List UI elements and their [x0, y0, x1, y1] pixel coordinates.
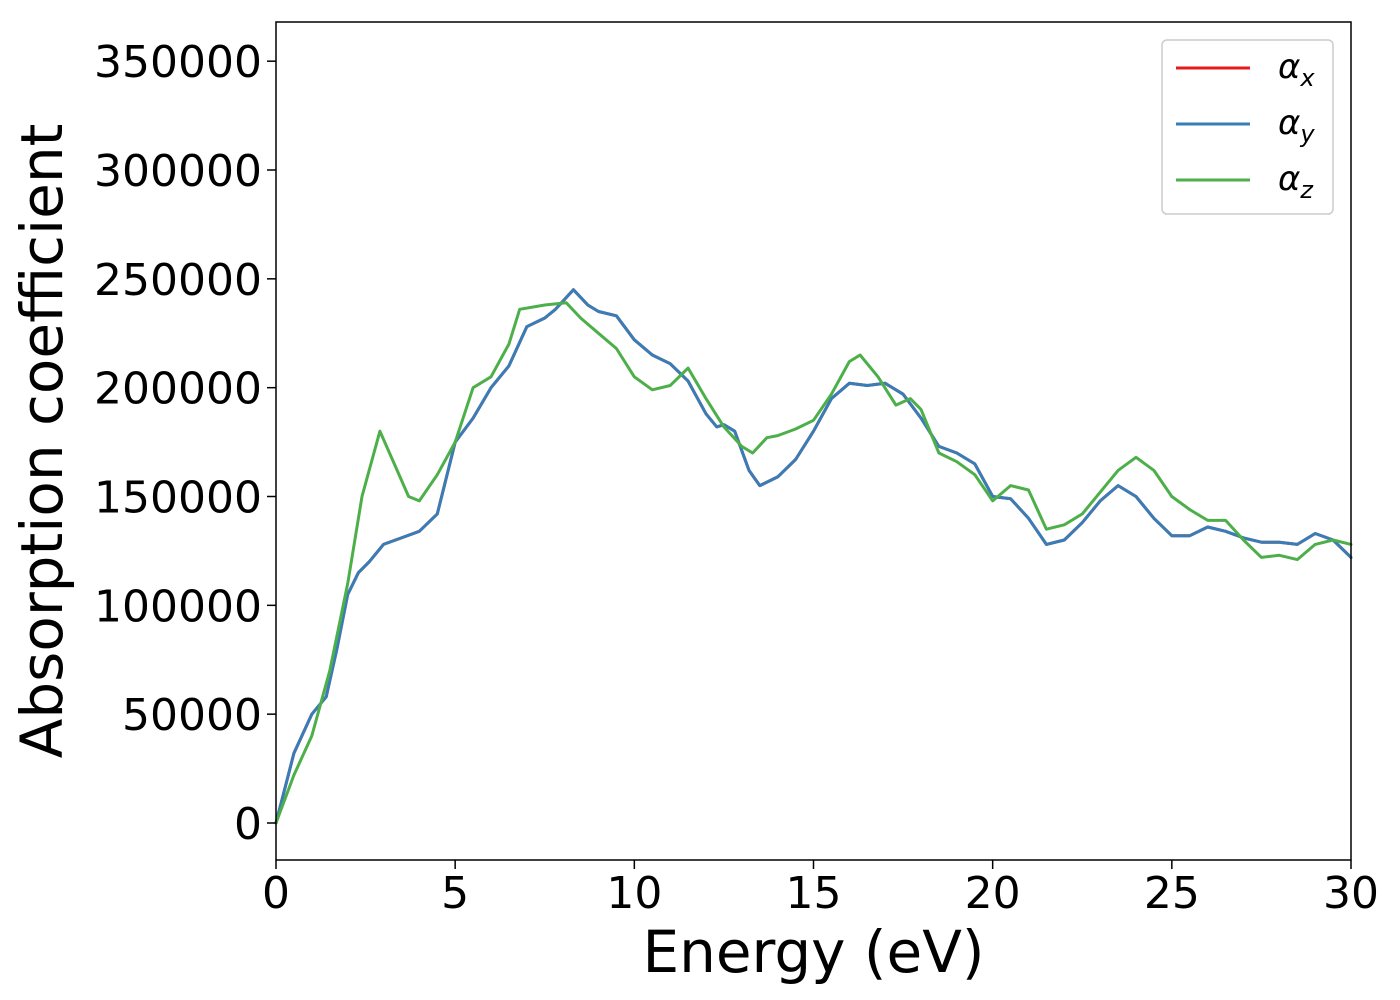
- y-tick-label: 250000: [94, 255, 262, 306]
- y-tick-label: 300000: [94, 146, 262, 197]
- legend-entry-subscript: x: [1299, 64, 1315, 92]
- x-tick-label: 20: [965, 868, 1021, 919]
- y-tick-label: 100000: [94, 581, 262, 632]
- legend-entry-x: αx: [1278, 47, 1315, 92]
- legend-entry-z: αz: [1278, 159, 1314, 204]
- x-axis: 0 5 10 15 20 25 30: [262, 860, 1379, 919]
- y-tick-label: 50000: [122, 690, 262, 741]
- x-tick-label: 5: [441, 868, 469, 919]
- series-line-y: [274, 288, 1353, 825]
- y-axis: 0 50000 100000 150000 200000 250000 300000 3500…: [94, 37, 276, 850]
- y-tick-label: 0: [234, 799, 262, 850]
- legend-box: [1161, 39, 1334, 215]
- series-layer: [274, 288, 1353, 825]
- x-tick-label: 25: [1144, 868, 1200, 919]
- y-tick-label: 350000: [94, 37, 262, 88]
- legend-entry-symbol: α: [1278, 47, 1300, 87]
- y-axis-label: Absorption coefficient: [8, 124, 76, 759]
- x-tick-label: 0: [262, 868, 290, 919]
- series-line-z: [274, 301, 1353, 825]
- legend-entry-y: αy: [1278, 103, 1315, 148]
- y-tick-label: 150000: [94, 473, 262, 524]
- x-tick-label: 10: [606, 868, 662, 919]
- y-tick-label: 200000: [94, 364, 262, 415]
- legend-entry-subscript: z: [1299, 176, 1314, 204]
- x-tick-label: 30: [1323, 868, 1379, 919]
- x-axis-label: Energy (eV): [642, 918, 984, 986]
- legend-entry-symbol: α: [1278, 159, 1300, 199]
- x-tick-label: 15: [786, 868, 842, 919]
- legend-entry-symbol: α: [1278, 103, 1300, 143]
- legend-entry-subscript: y: [1299, 120, 1315, 148]
